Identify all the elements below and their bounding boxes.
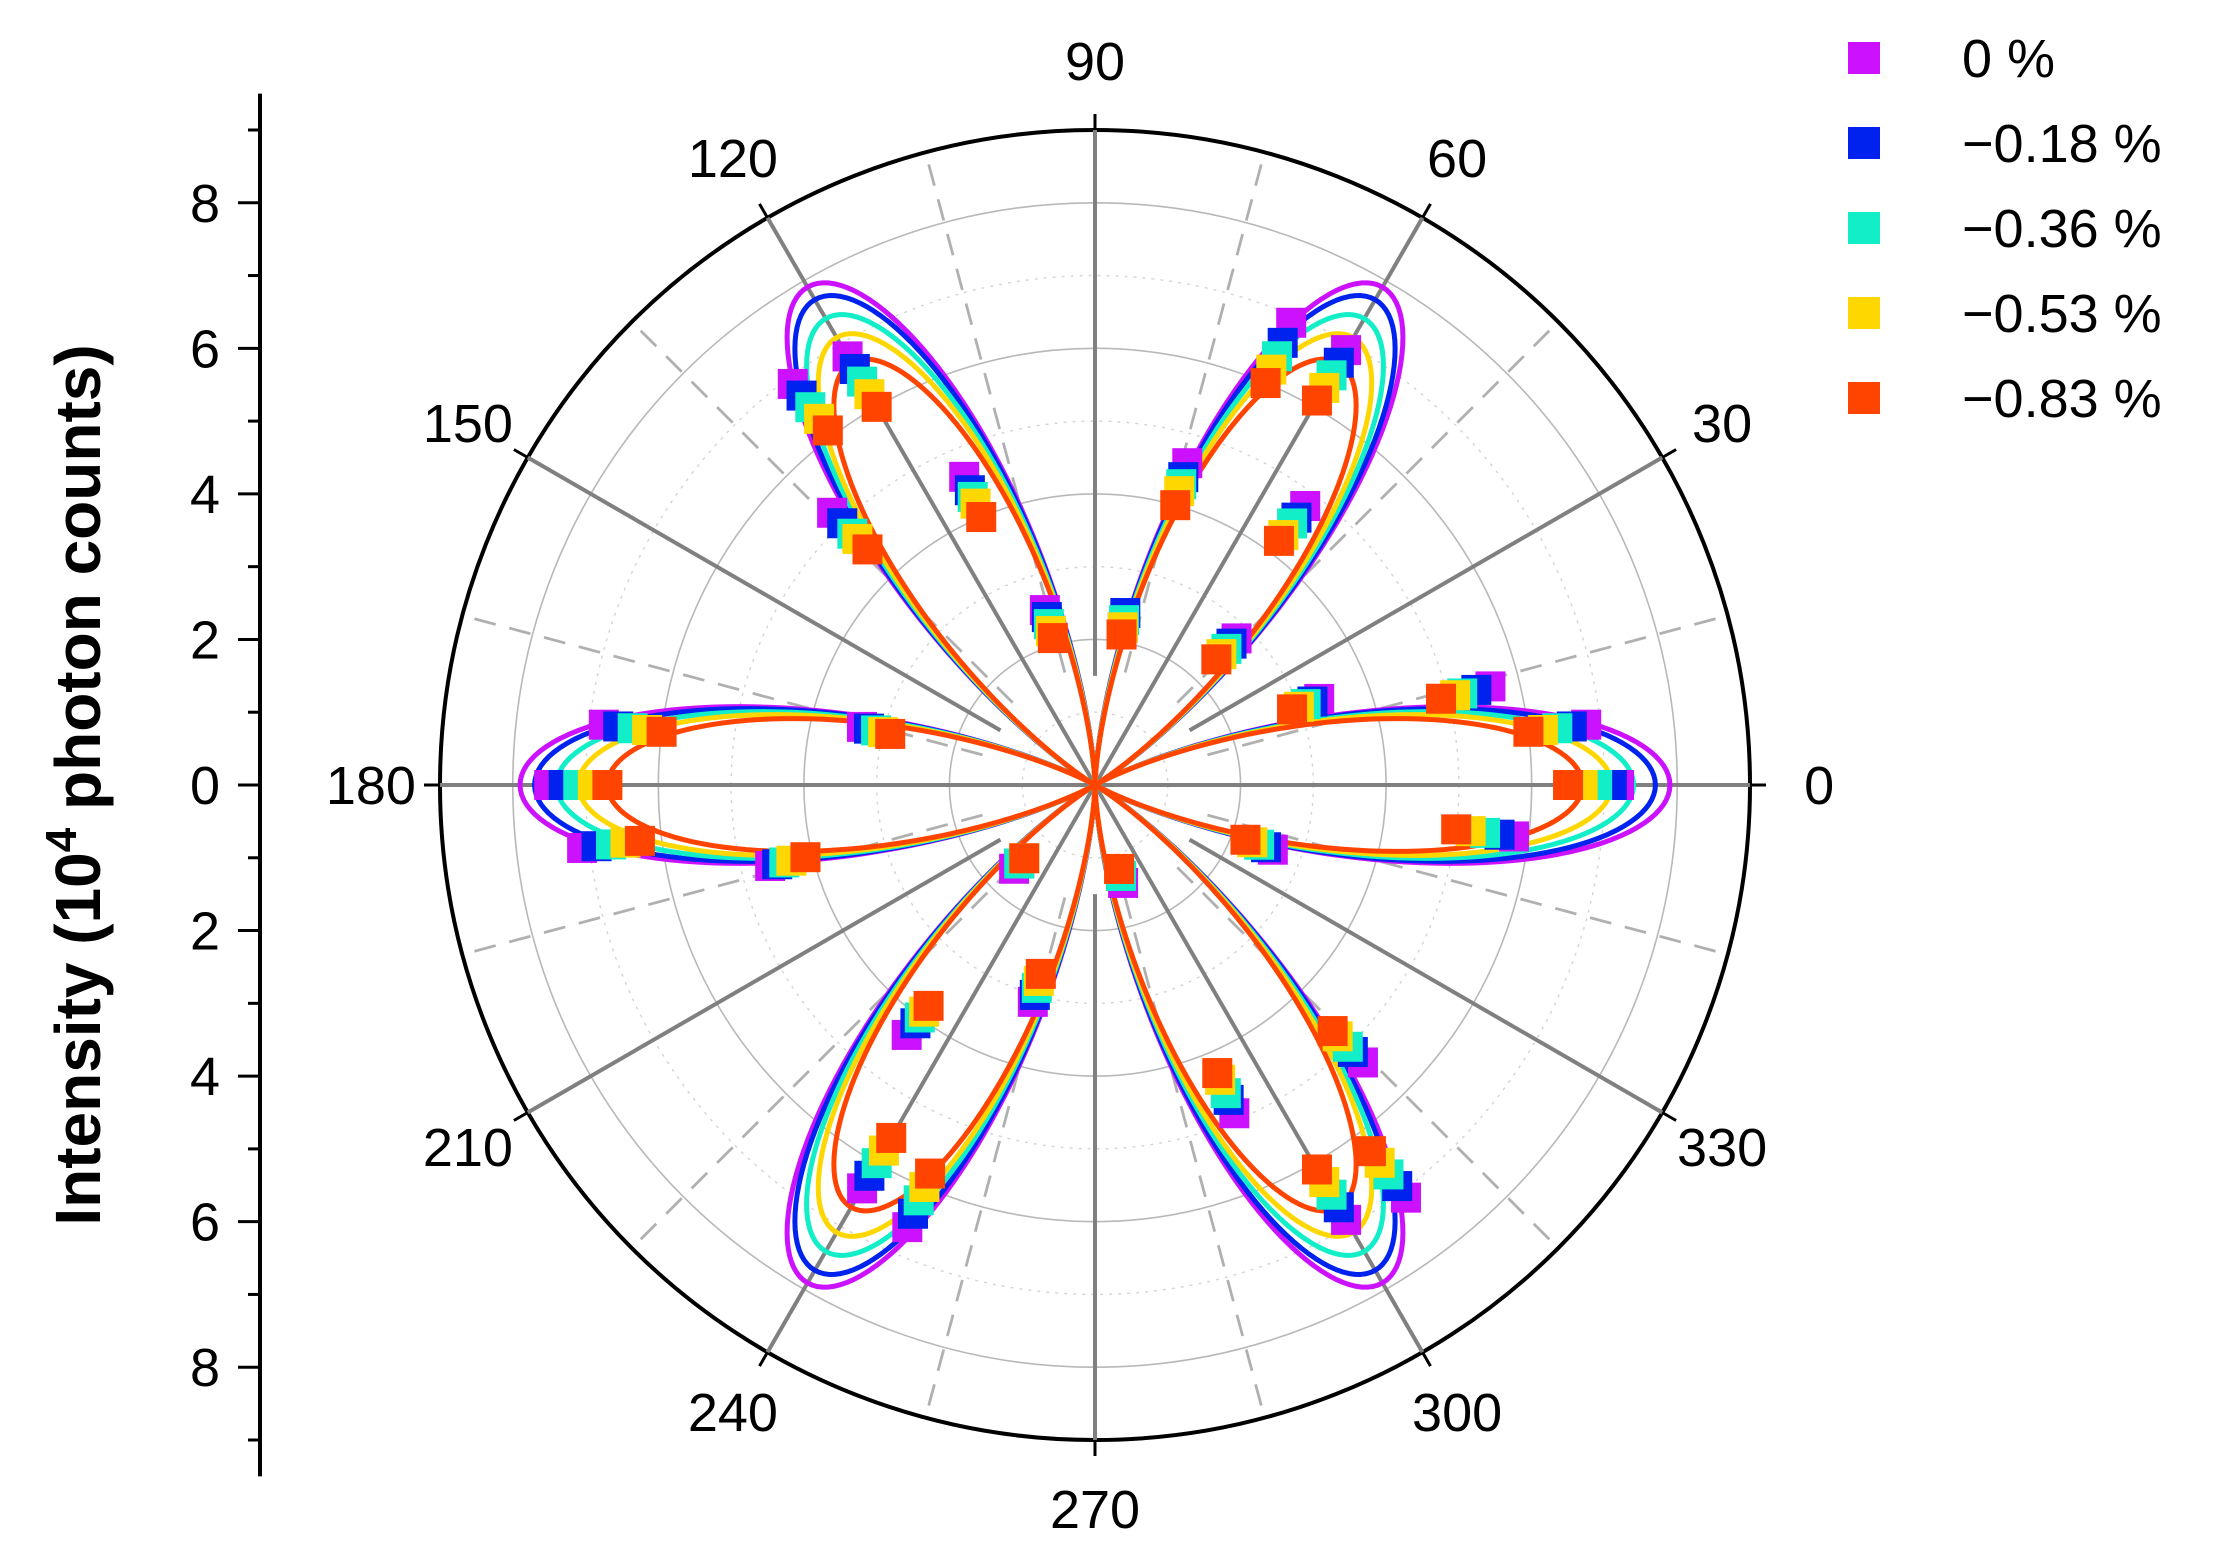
data-marker-series-4 [1104,853,1135,884]
data-marker-series-4 [852,534,883,565]
angle-tick-label: 30 [1692,394,1752,454]
data-marker-series-4 [1201,644,1232,675]
data-marker-series-4 [861,391,892,422]
data-marker-series-4 [1037,623,1068,654]
data-marker-series-4 [1202,1058,1233,1089]
legend-swatch-4 [1848,382,1880,414]
minor-spoke [461,813,983,956]
data-marker-series-4 [913,990,944,1021]
angle-tick-label: 60 [1427,129,1487,189]
data-marker-series-4 [624,825,655,856]
minor-spoke [630,866,1014,1250]
y-axis-title: Intensity (104 photon counts) [37,344,115,1225]
legend-swatch-3 [1848,297,1880,329]
angle-tick-label: 150 [423,394,513,454]
data-marker-series-4 [1277,694,1308,725]
major-spoke [765,216,1097,786]
radial-tick-label: 6 [190,1193,220,1253]
outer-tick [758,1351,769,1367]
y-axis-title-base: 10 [42,852,114,923]
angle-tick-label: 210 [423,1118,513,1178]
legend-label-4: −0.83 % [1962,369,2162,429]
radial-tick-label: 8 [190,1338,220,1398]
minor-spoke [1123,151,1266,673]
data-marker-series-4 [966,502,997,533]
data-marker-series-4 [812,415,843,446]
legend: 0 % −0.18 % −0.36 % −0.53 % −0.83 % [1848,29,2162,429]
minor-spoke [1207,813,1729,956]
legend-label-3: −0.53 % [1962,284,2162,344]
radial-tick-label: 6 [190,319,220,379]
angle-tick-label: 120 [688,129,778,189]
angle-tick-label: 270 [1050,1480,1140,1540]
legend-swatch-2 [1848,212,1880,244]
fit-curve-series-0 [517,280,1673,1290]
data-marker-series-4 [876,1122,907,1153]
angle-tick-label: 330 [1677,1118,1767,1178]
angle-tick-label: 0 [1804,756,1834,816]
y-axis-title-suffix: photon counts) [42,344,114,827]
data-marker-series-4 [1513,716,1544,747]
outer-tick [513,448,529,459]
data-marker-series-4 [646,716,677,747]
angle-tick-labels: 0 30 60 90 120 150 180 210 240 270 300 330 [326,32,1834,1540]
angle-tick-label: 240 [688,1383,778,1443]
legend-label-0: 0 % [1962,29,2055,89]
major-spoke [526,837,1002,1115]
outer-tick [1661,448,1677,459]
major-spoke [526,455,1002,733]
data-marker-series-4 [1553,770,1584,800]
legend-swatch-0 [1848,42,1880,74]
major-spoke [765,783,1097,1354]
data-marker-series-4 [1025,958,1056,989]
legend-label-2: −0.36 % [1962,199,2162,259]
outer-tick [1421,203,1432,219]
radial-tick-label: 4 [190,1047,220,1107]
major-spoke [1188,837,1664,1115]
data-marker-series-4 [1160,490,1191,521]
radial-tick-label: 8 [190,174,220,234]
radial-axis: 0 2 2 4 4 6 6 8 8 [190,93,262,1477]
data-marker-series-4 [1009,843,1040,874]
angle-tick-label: 300 [1412,1383,1502,1443]
data-marker-series-4 [1230,824,1261,855]
radial-tick-label: 2 [190,902,220,962]
y-axis-title-prefix: Intensity ( [42,923,114,1226]
minor-spoke [924,151,1067,673]
radial-tick-label: 4 [190,465,220,525]
legend-label-1: −0.18 % [1962,114,2162,174]
minor-spoke [1123,897,1266,1419]
data-marker-series-4 [1317,1016,1348,1047]
legend-swatch-1 [1848,127,1880,159]
data-marker-series-4 [875,718,906,749]
outer-tick [1421,1351,1432,1367]
data-marker-series-4 [592,770,623,800]
data-marker-series-4 [1301,1154,1332,1185]
major-spoke [1188,455,1664,733]
data-marker-series-4 [1301,385,1332,416]
outer-tick [513,1111,529,1122]
data-markers [534,307,1634,1243]
data-marker-series-4 [790,842,821,873]
polar-spokes [423,113,1767,1457]
angle-tick-label: 180 [326,756,416,816]
outer-tick [1661,1111,1677,1122]
data-marker-series-4 [1263,525,1294,556]
radial-tick-label: 0 [190,756,220,816]
y-axis-title-exponent: 4 [37,827,86,852]
data-marker-series-4 [1106,619,1137,650]
data-marker-series-4 [1426,683,1457,714]
outer-tick [758,203,769,219]
data-marker-series-4 [1250,368,1281,399]
data-marker-series-4 [915,1158,946,1189]
major-spoke [1093,216,1425,786]
radial-tick-label: 2 [190,610,220,670]
angle-tick-label: 90 [1065,32,1125,92]
major-spoke [1093,783,1425,1354]
data-marker-series-4 [1441,814,1472,845]
data-marker-series-4 [1355,1136,1386,1167]
